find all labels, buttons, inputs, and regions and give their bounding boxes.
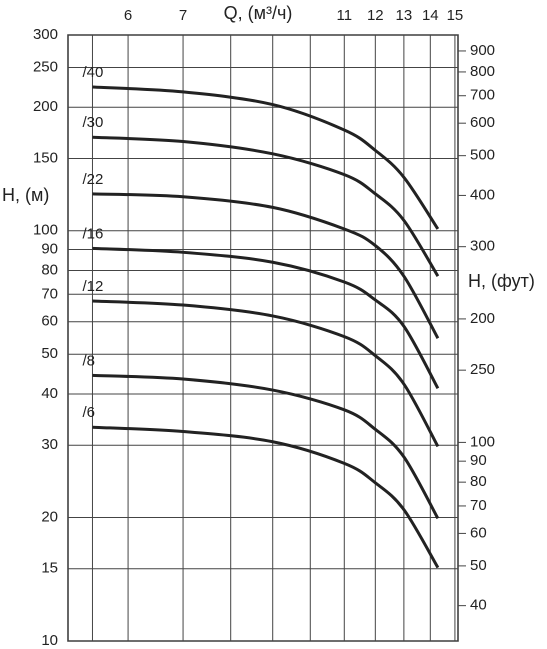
y-tick-label: 70 bbox=[41, 285, 58, 302]
curve bbox=[92, 135, 440, 277]
y2-tick-label: 900 bbox=[470, 42, 495, 59]
y-tick-label: 15 bbox=[41, 560, 58, 577]
y2-tick-label: 90 bbox=[470, 452, 487, 469]
series-label: /22 bbox=[82, 171, 103, 188]
curve bbox=[92, 246, 440, 390]
y-tick-label: 80 bbox=[41, 261, 58, 278]
y-tick-label: 60 bbox=[41, 313, 58, 330]
curve bbox=[92, 85, 440, 230]
y2-tick-label: 40 bbox=[470, 597, 487, 614]
y2-tick-label: 80 bbox=[470, 473, 487, 490]
series-label: /30 bbox=[82, 114, 103, 131]
y-tick-label: 20 bbox=[41, 508, 58, 525]
x-tick-label: 13 bbox=[396, 7, 413, 24]
y2-tick-label: 600 bbox=[470, 114, 495, 131]
x-tick-label: 12 bbox=[367, 7, 384, 24]
x-axis-label: Q, (м³/ч) bbox=[224, 3, 293, 23]
y2-tick-label: 800 bbox=[470, 63, 495, 80]
curve bbox=[92, 299, 440, 448]
y-tick-label: 100 bbox=[33, 222, 58, 239]
curve bbox=[92, 192, 440, 339]
y-axis-label: H, (м) bbox=[2, 185, 49, 205]
y2-tick-label: 700 bbox=[470, 87, 495, 104]
x-tick-label: 7 bbox=[179, 7, 187, 24]
series-label: /12 bbox=[82, 278, 103, 295]
y-tick-label: 300 bbox=[33, 26, 58, 43]
x-tick-label: 11 bbox=[336, 7, 352, 24]
y2-tick-label: 400 bbox=[470, 186, 495, 203]
x-tick-label: 6 bbox=[124, 7, 132, 24]
y2-tick-label: 50 bbox=[470, 557, 487, 574]
curve bbox=[92, 425, 440, 569]
series-label: /8 bbox=[82, 352, 95, 369]
y-tick-label: 90 bbox=[41, 240, 58, 257]
y-tick-label: 50 bbox=[41, 345, 58, 362]
y2-tick-label: 70 bbox=[470, 497, 487, 514]
y2-tick-label: 100 bbox=[470, 433, 495, 450]
y-tick-label: 40 bbox=[41, 385, 58, 402]
series-label: /40 bbox=[82, 64, 103, 81]
y2-tick-label: 300 bbox=[470, 238, 495, 255]
y-tick-label: 200 bbox=[33, 98, 58, 115]
x-tick-label: 14 bbox=[422, 7, 439, 24]
y2-tick-label: 500 bbox=[470, 147, 495, 164]
y2-tick-label: 250 bbox=[470, 361, 495, 378]
y-tick-label: 250 bbox=[33, 58, 58, 75]
plot-frame bbox=[67, 34, 459, 642]
series-label: /6 bbox=[82, 404, 95, 421]
y-tick-label: 150 bbox=[33, 149, 58, 166]
y2-axis-label: H, (фут) bbox=[468, 271, 535, 291]
y2-tick-label: 200 bbox=[470, 310, 495, 327]
y-tick-label: 30 bbox=[41, 436, 58, 453]
x-tick-label: 15 bbox=[447, 7, 464, 24]
series-label: /16 bbox=[82, 225, 103, 242]
curve bbox=[92, 373, 440, 520]
y-tick-label: 10 bbox=[41, 632, 58, 649]
y2-tick-label: 60 bbox=[470, 524, 487, 541]
